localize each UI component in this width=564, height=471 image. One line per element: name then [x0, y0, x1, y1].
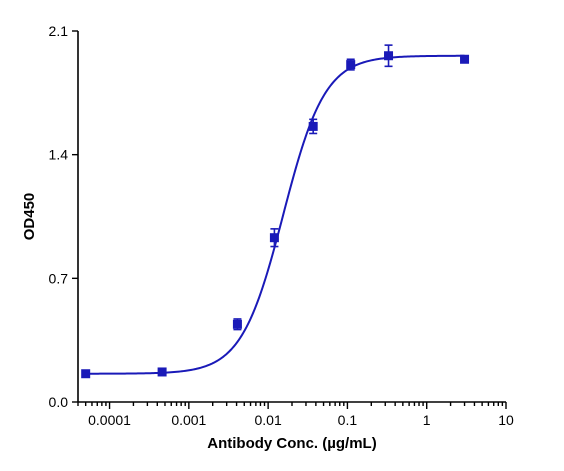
x-tick-label: 1	[423, 412, 431, 428]
x-tick-label: 10	[498, 412, 514, 428]
y-tick-label: 1.4	[49, 147, 69, 163]
ticks: 0.0 0.7 1.4 2.1 0.0001 0.001 0.01 0.1 1 10	[49, 23, 514, 428]
x-tick-label: 0.0001	[88, 412, 131, 428]
data-point	[308, 121, 318, 131]
x-axis-title: Antibody Conc. (µg/mL)	[207, 435, 376, 452]
fit-curve-group	[85, 54, 465, 375]
data-point	[346, 60, 356, 70]
y-tick-label: 0.7	[49, 270, 69, 286]
fit-curve	[85, 54, 465, 375]
x-tick-label: 0.1	[338, 412, 358, 428]
data-point	[460, 54, 470, 64]
y-tick-label: 0.0	[49, 394, 69, 410]
data-points-group	[81, 44, 470, 379]
data-point	[384, 51, 394, 61]
axes	[77, 31, 506, 403]
y-axis-title: OD450	[21, 193, 38, 241]
x-tick-label: 0.001	[171, 412, 206, 428]
data-point	[232, 319, 242, 329]
data-point	[269, 233, 279, 243]
data-point	[81, 369, 91, 379]
y-tick-label: 2.1	[49, 23, 69, 39]
x-tick-label: 0.01	[255, 412, 282, 428]
data-point	[157, 367, 167, 377]
